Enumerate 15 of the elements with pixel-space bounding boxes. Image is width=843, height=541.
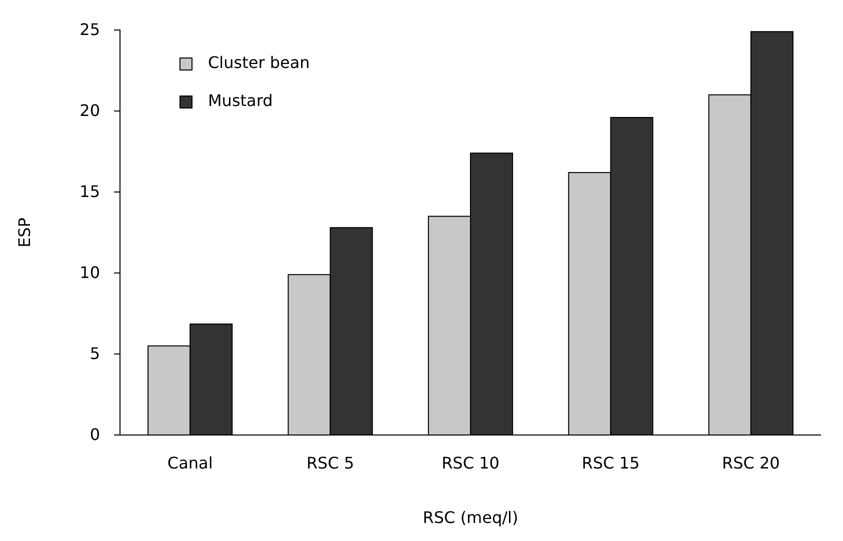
x-axis-title: RSC (meq/l) — [422, 508, 518, 527]
x-tick-label: RSC 5 — [306, 453, 354, 472]
y-tick-label: 25 — [80, 20, 100, 40]
x-tick-label: RSC 20 — [722, 453, 780, 472]
x-tick-label: RSC 15 — [582, 453, 640, 472]
y-axis-title: ESP — [15, 217, 34, 248]
legend-label: Cluster bean — [208, 53, 310, 72]
y-tick-label: 10 — [80, 263, 100, 282]
y-tick-label: 15 — [80, 182, 100, 202]
y-tick-label: 5 — [90, 344, 100, 364]
y-tick-label: 20 — [80, 101, 100, 120]
x-tick-label: Canal — [167, 453, 213, 472]
x-tick-label: RSC 10 — [442, 453, 500, 472]
y-tick-label: 0 — [90, 425, 100, 444]
legend-label: Mustard — [208, 91, 273, 110]
